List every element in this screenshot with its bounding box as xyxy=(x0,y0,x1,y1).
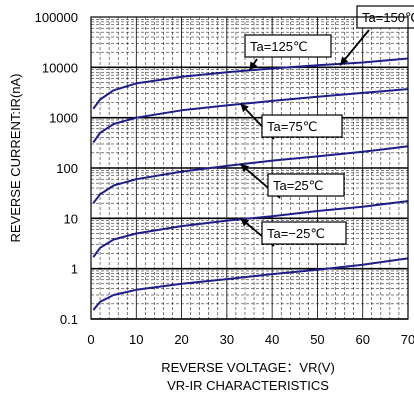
series-line xyxy=(92,88,409,144)
series-label: Ta=125℃ xyxy=(250,39,308,54)
annotation-box xyxy=(261,114,343,138)
annotations: Ta=150℃Ta=125℃Ta=75℃Ta=25℃Ta=−25℃ xyxy=(239,5,414,247)
series-label: Ta=75℃ xyxy=(267,119,317,134)
y-tick-label: 0.1 xyxy=(60,312,78,327)
y-axis-title: REVERSE CURRENT:IR(nA) xyxy=(8,73,23,242)
annotation-arrowhead xyxy=(240,103,249,113)
x-tick-label: 20 xyxy=(174,332,188,347)
y-tick-label: 100 xyxy=(56,161,78,176)
y-tick-label: 100000 xyxy=(35,10,78,25)
series-line xyxy=(92,57,409,110)
series-line xyxy=(92,145,409,204)
plot-lines xyxy=(92,57,409,311)
annotation-box xyxy=(244,34,332,58)
annotation-arrowhead xyxy=(340,56,349,66)
x-axis-title: REVERSE VOLTAGE：VR(V) xyxy=(161,360,335,375)
plot-frame xyxy=(90,16,409,320)
x-tick-label: 10 xyxy=(129,332,143,347)
chart-caption: VR-IR CHARACTERISTICS xyxy=(167,378,329,393)
x-tick-label: 30 xyxy=(220,332,234,347)
annotation-arrowhead xyxy=(240,164,250,173)
annotation-box xyxy=(261,221,347,245)
annotation-arrowhead xyxy=(249,61,258,71)
x-tick-label: 50 xyxy=(310,332,324,347)
y-tick-label: 1000 xyxy=(49,111,78,126)
x-tick-label: 60 xyxy=(355,332,369,347)
series-label: Ta=25℃ xyxy=(273,178,323,193)
x-tick-label: 0 xyxy=(87,332,94,347)
y-tick-label: 10000 xyxy=(42,60,78,75)
y-tick-label: 1 xyxy=(71,262,78,277)
y-tick-label: 10 xyxy=(64,211,78,226)
x-tick-label: 70 xyxy=(401,332,414,347)
series-line xyxy=(92,200,409,258)
series-line xyxy=(92,257,409,311)
series-label: Ta=−25℃ xyxy=(267,226,325,241)
annotation-box xyxy=(267,173,345,197)
x-tick-label: 40 xyxy=(265,332,279,347)
tick-labels: 0 10 20 30 40 50 60 70 0.1 1 10 100 1000 10000 100000 xyxy=(35,10,414,347)
annotation-arrowhead xyxy=(240,218,250,227)
